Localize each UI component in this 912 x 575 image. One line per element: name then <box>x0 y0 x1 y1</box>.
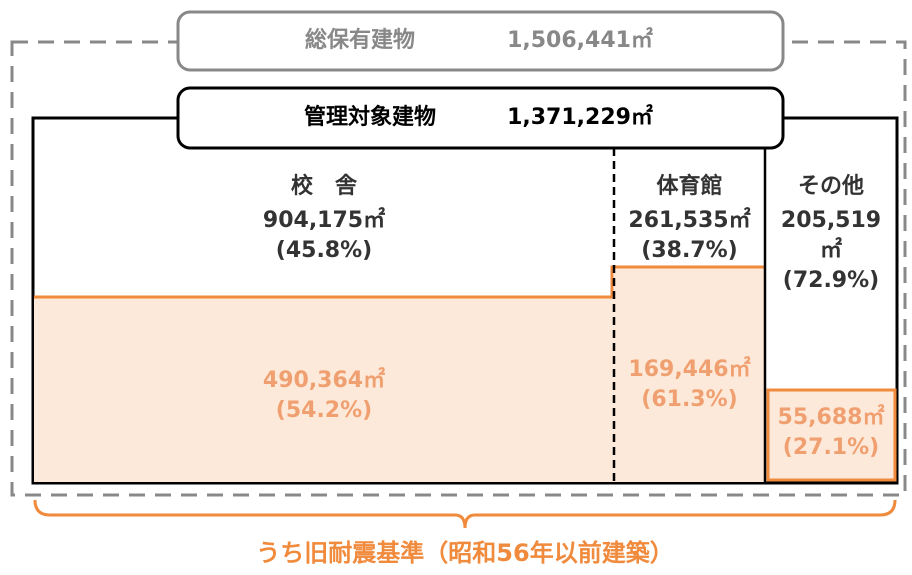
footnote: うち旧耐震基準（昭和56年以前建築） <box>256 539 674 567</box>
old-area: 490,364㎡ <box>262 368 386 393</box>
bracket <box>33 499 897 529</box>
total-box <box>176 10 785 72</box>
old-share: (61.3%) <box>641 387 738 412</box>
section-area: 205,519 <box>780 208 882 233</box>
old-fill <box>34 297 614 482</box>
section-share: (45.8%) <box>275 238 373 263</box>
old-area: 55,688㎡ <box>777 405 885 430</box>
old-fill <box>766 388 897 482</box>
total-label: 総保有建物 <box>304 28 415 53</box>
total-area: 1,506,441㎡ <box>507 28 653 53</box>
section-area: 261,535㎡ <box>628 208 751 233</box>
old-share: (54.2%) <box>275 398 373 423</box>
section-share: (72.9%) <box>782 268 880 293</box>
managed-box <box>176 86 785 150</box>
old-share: (27.1%) <box>782 435 880 460</box>
section-name: その他 <box>797 174 864 199</box>
section-name: 校 舎 <box>290 174 357 199</box>
old-area: 169,446㎡ <box>628 357 751 382</box>
section-share: (38.7%) <box>641 238 738 263</box>
managed-label: 管理対象建物 <box>303 105 436 130</box>
section-name: 体育館 <box>656 174 723 199</box>
old-fill <box>614 267 765 482</box>
old-line <box>34 265 765 299</box>
section-area: 904,175㎡ <box>262 208 386 233</box>
section-area: ㎡ <box>819 238 842 263</box>
managed-area: 1,371,229㎡ <box>507 105 653 130</box>
